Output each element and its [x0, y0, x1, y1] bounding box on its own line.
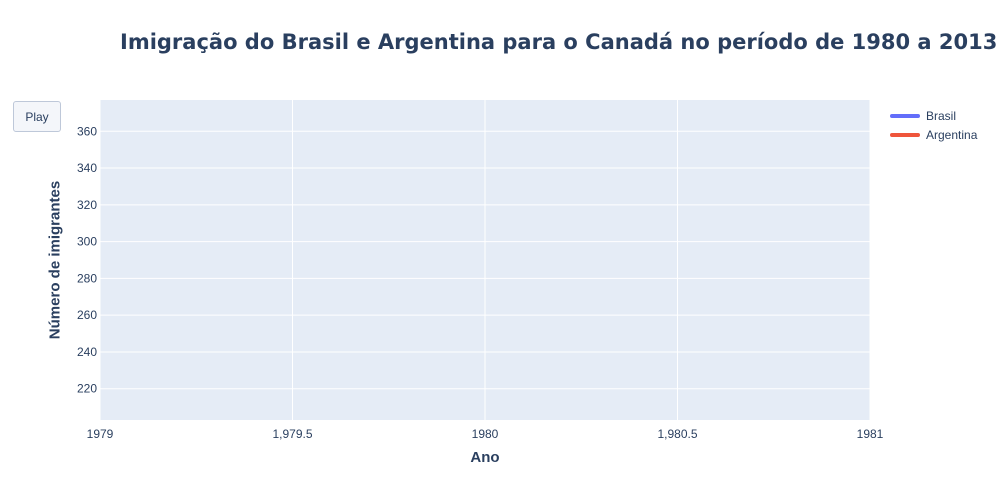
grid-layer [99, 100, 871, 420]
y-tick-label: 340 [77, 161, 97, 175]
x-tick-label: 1980 [472, 427, 499, 441]
x-axis-label: Ano [470, 449, 500, 466]
y-tick-label: 320 [77, 198, 97, 212]
y-tick-label: 240 [77, 345, 97, 359]
legend-item-argentina[interactable]: Argentina [890, 125, 977, 144]
x-tick-label: 1981 [857, 427, 884, 441]
legend-label-argentina: Argentina [926, 127, 978, 142]
y-tick-label: 220 [77, 382, 97, 396]
legend: Brasil Argentina [890, 106, 977, 144]
chart-title: Imigração do Brasil e Argentina para o C… [120, 30, 998, 54]
y-axis-label: Número de imigrantes [46, 180, 64, 340]
legend-item-brasil[interactable]: Brasil [890, 106, 977, 125]
y-tick-label: 280 [77, 271, 97, 285]
play-button[interactable]: Play [13, 101, 61, 132]
y-tick-label: 360 [77, 124, 97, 138]
y-tick-label: 260 [77, 308, 97, 322]
x-tick-label: 1,979.5 [272, 427, 312, 441]
x-tick-label: 1979 [87, 427, 114, 441]
y-tick-label: 300 [77, 235, 97, 249]
legend-swatch-brasil [890, 113, 920, 118]
legend-label-brasil: Brasil [926, 108, 957, 123]
tick-layer: 1979 1,979.5 1980 1,980.5 1981 220 240 260 280 30… [77, 124, 884, 441]
legend-swatch-argentina [890, 132, 920, 137]
x-tick-label: 1,980.5 [657, 427, 697, 441]
